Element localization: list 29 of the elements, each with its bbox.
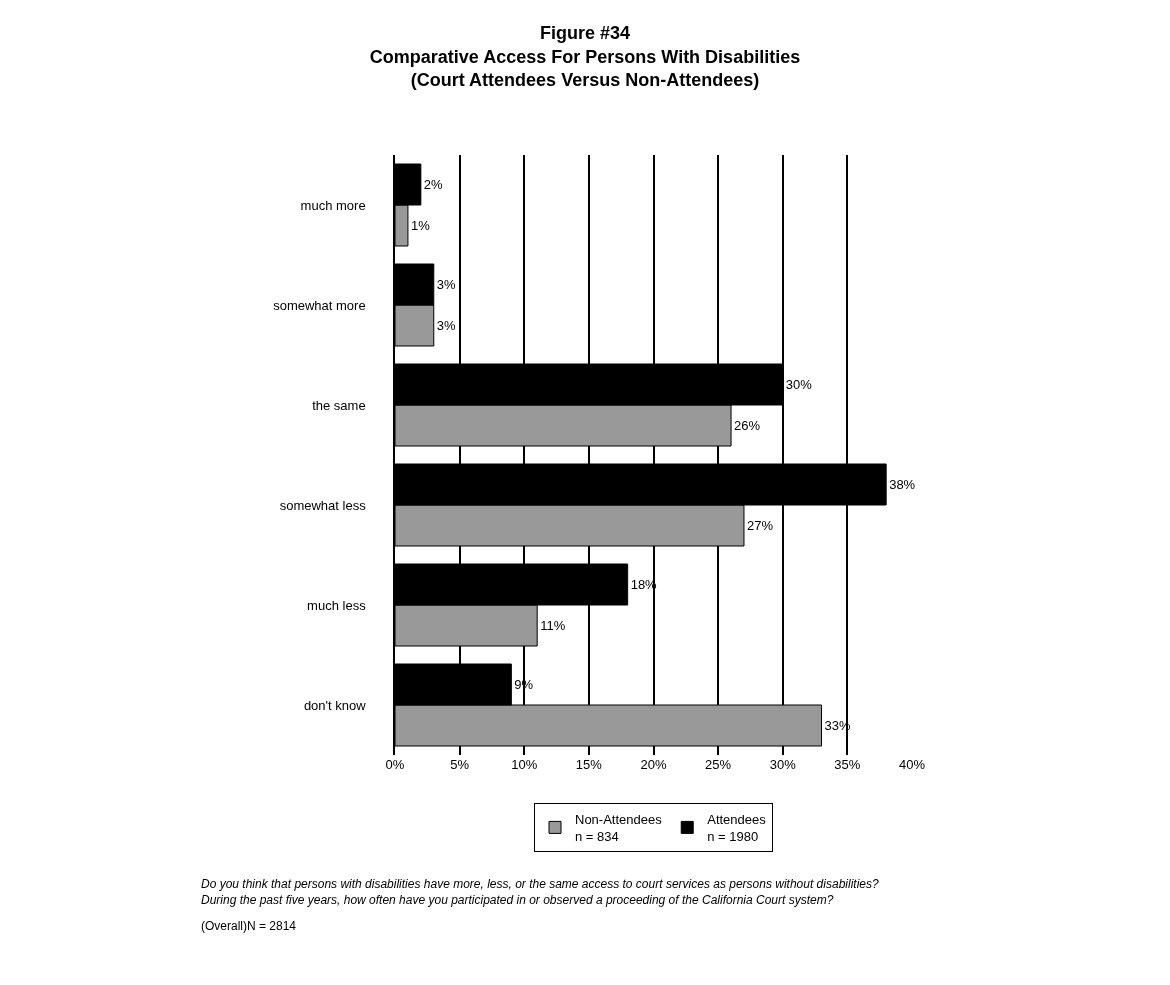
x-tick-label: 20% [640,757,667,772]
legend-label: Attendees n = 1980 [707,812,767,844]
y-tick-label: somewhat more [273,297,366,313]
x-tick-label: 10% [511,757,538,772]
text: Do you think that persons with disabilities have more, less, or the same access to court services as persons without disabilities? During the past five years, how often have you participated in or observed a proceeding of the California Court system? [201,877,879,907]
x-tick-label: 25% [705,757,732,772]
text: (Overall)N = 2814 [201,919,297,933]
x-tick-label: 5% [450,757,470,772]
y-tick-label: much more [300,197,366,213]
y-tick-label: somewhat less [279,497,367,513]
data-label: 27% [746,518,774,533]
data-label: 1% [410,218,431,233]
data-label: 3% [436,277,457,292]
data-label: 26% [734,418,761,433]
x-tick-label: 30% [769,757,797,772]
data-label: 30% [785,377,813,392]
y-tick-label: much less [307,597,367,613]
y-tick-label: don't know [303,697,367,713]
data-label: 38% [889,477,916,492]
y-tick-label: the same [312,397,366,413]
data-label: 2% [423,177,444,192]
x-tick-label: 35% [834,757,861,772]
x-tick-label: 0% [385,757,405,772]
data-label: 3% [436,318,457,333]
data-label: 11% [540,618,566,633]
legend-label: Non-Attendees n = 834 [575,812,663,844]
x-tick-label: 40% [898,757,926,772]
chart-title: Figure #34 Comparative Access For Persons With Disabilities (Court Attendees Versus Non-Attendees) [369,23,801,91]
x-tick-label: 15% [575,757,603,772]
